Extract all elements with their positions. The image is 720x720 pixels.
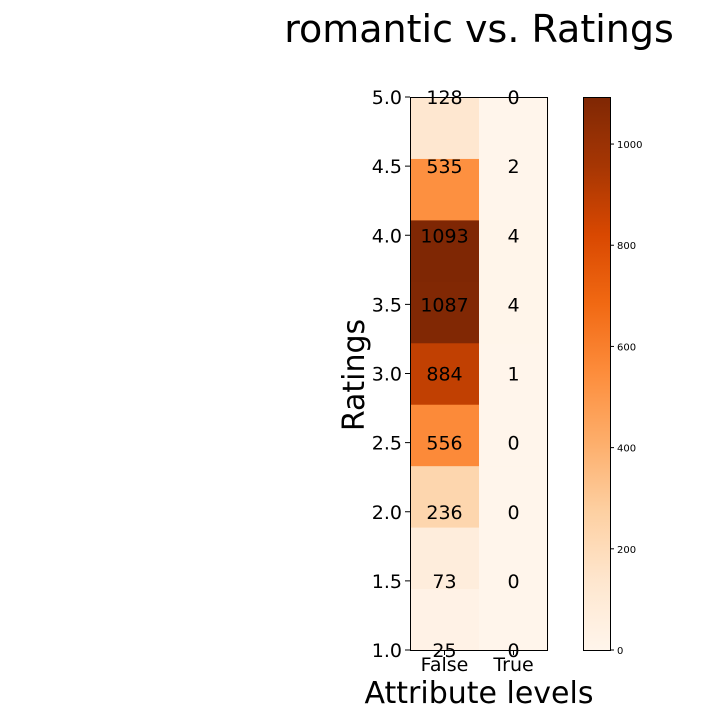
colorbar-tick-label: 400 — [617, 444, 636, 455]
cell-value-label: 0 — [507, 502, 519, 524]
cell-value-label: 1087 — [420, 294, 468, 316]
heatmap-cell — [479, 219, 549, 282]
heatmap-cells — [410, 97, 549, 651]
colorbar-tick-label: 800 — [617, 241, 636, 252]
x-axis-label: Attribute levels — [365, 676, 594, 711]
cell-value-label: 884 — [426, 364, 462, 386]
y-tick-label: 2.0 — [372, 502, 402, 524]
y-axis-ticks: 1.0 1.5 2.0 2.5 3.0 3.5 4.0 4.5 5.0 — [372, 87, 410, 662]
heatmap-cell — [479, 465, 549, 528]
y-axis-label: Ratings — [337, 319, 372, 431]
x-tick-label: False — [421, 654, 469, 676]
y-tick-label: 5.0 — [372, 87, 402, 109]
colorbar — [583, 97, 610, 650]
y-tick-label: 1.0 — [372, 640, 402, 662]
y-tick-label: 4.5 — [372, 156, 402, 178]
colorbar-frame — [583, 97, 611, 651]
y-tick-label: 1.5 — [372, 571, 402, 593]
heatmap-cell — [410, 588, 480, 651]
heatmap-cell — [479, 281, 549, 344]
colorbar-tick-label: 0 — [617, 646, 623, 657]
plot-frame — [410, 97, 548, 651]
heatmap-cell — [410, 219, 480, 282]
heatmap-cell — [410, 342, 480, 405]
cell-value-label: 1093 — [420, 225, 468, 247]
heatmap-cell — [410, 97, 480, 159]
x-tick-label: True — [492, 654, 533, 676]
colorbar-tick-label: 600 — [617, 342, 636, 353]
cell-value-label: 0 — [507, 571, 519, 593]
heatmap-cell — [479, 588, 549, 651]
heatmap-cell — [479, 527, 549, 590]
y-tick-label: 3.0 — [372, 364, 402, 386]
heatmap-cell — [479, 342, 549, 405]
cell-value-label: 2 — [507, 156, 519, 178]
heatmap-cell — [479, 158, 549, 221]
colorbar-ticks: 0 200 400 600 800 1000 — [610, 140, 642, 657]
heatmap-cell — [410, 158, 480, 221]
heatmap-cell — [410, 404, 480, 467]
cell-value-label: 1 — [507, 364, 519, 386]
y-tick-label: 3.5 — [372, 294, 402, 316]
cell-value-label: 73 — [432, 571, 456, 593]
heatmap-cell — [410, 281, 480, 344]
cell-value-label: 236 — [426, 502, 462, 524]
heatmap-cell — [479, 97, 549, 159]
cell-value-label: 0 — [507, 433, 519, 455]
x-axis-ticks: False True — [421, 650, 534, 676]
cell-value-label: 4 — [507, 294, 519, 316]
cell-value-label: 4 — [507, 225, 519, 247]
cell-value-label: 556 — [426, 433, 462, 455]
cell-value-label: 535 — [426, 156, 462, 178]
colorbar-tick-label: 1000 — [617, 140, 642, 151]
colorbar-tick-label: 200 — [617, 545, 636, 556]
heatmap-cell — [410, 465, 480, 528]
heatmap-cell — [410, 527, 480, 590]
chart-title: romantic vs. Ratings — [284, 7, 674, 51]
y-tick-label: 4.0 — [372, 225, 402, 247]
y-tick-label: 2.5 — [372, 433, 402, 455]
heatmap-cell — [479, 404, 549, 467]
